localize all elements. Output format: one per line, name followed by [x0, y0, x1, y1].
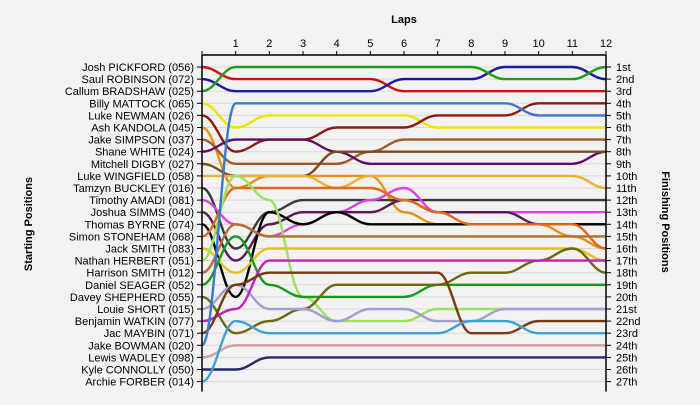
- finishing-position-label: 2nd: [616, 74, 634, 86]
- driver-labels: Josh PICKFORD (056)Saul ROBINSON (072)Ca…: [65, 62, 194, 389]
- driver-label: Davey SHEPHERD (055): [70, 292, 194, 304]
- series-line: [201, 102, 606, 129]
- finishing-position-label: 4th: [616, 98, 631, 110]
- finishing-position-label: 10th: [616, 171, 637, 183]
- lap-tick-label: 7: [435, 38, 441, 50]
- series-line: [201, 65, 606, 93]
- driver-label: Saul ROBINSON (072): [82, 74, 194, 86]
- y-axis-title-left: Starting Positions: [23, 177, 35, 271]
- series-line: [201, 186, 607, 250]
- driver-label: Luke NEWMAN (026): [88, 110, 194, 122]
- series-line: [201, 223, 606, 274]
- x-axis-title: Laps: [391, 14, 417, 26]
- finishing-position-label: 25th: [616, 352, 637, 364]
- driver-label: Jac MAYBIN (071): [104, 328, 194, 340]
- finishing-position-label: 20th: [616, 292, 637, 304]
- finishing-position-label: 18th: [616, 268, 637, 280]
- driver-label: Daniel SEAGER (052): [85, 280, 194, 292]
- lap-tick-label: 2: [266, 38, 272, 50]
- driver-label: Lewis WADLEY (098): [88, 352, 194, 364]
- lap-tick-labels: 1 2 3 4 5 6 7 8 9 10 11 12: [233, 38, 613, 50]
- driver-label: Mitchell DIGBY (027): [91, 159, 194, 171]
- driver-label: Luke WINGFIELD (058): [77, 171, 194, 183]
- series-line: [202, 174, 607, 190]
- lap-tick-label: 12: [600, 38, 612, 50]
- finishing-position-label: 7th: [616, 135, 631, 147]
- axes: [197, 51, 611, 392]
- series-line: [201, 344, 606, 359]
- finishing-position-label: 3rd: [616, 86, 632, 98]
- finishing-position-label: 9th: [616, 159, 631, 171]
- finishing-position-labels: 1st2nd3rd4th5th6th7th8th9th10th11th12th1…: [616, 62, 640, 389]
- driver-label: Tamzyn BUCKLEY (016): [73, 183, 194, 195]
- driver-label: Louie SHORT (015): [97, 304, 194, 316]
- finishing-position-label: 16th: [616, 244, 637, 256]
- driver-label: Jake BOWMAN (020): [88, 340, 194, 352]
- series-line: [201, 283, 606, 323]
- finishing-position-label: 14th: [616, 219, 637, 231]
- finishing-position-label: 22nd: [616, 316, 640, 328]
- finishing-position-label: 13th: [616, 207, 637, 219]
- finishing-position-label: 26th: [616, 365, 637, 377]
- driver-label: Joshua SIMMS (040): [91, 207, 194, 219]
- driver-label: Simon STONEHAM (068): [69, 231, 194, 243]
- lap-tick-label: 5: [367, 38, 373, 50]
- driver-label: Archie FORBER (014): [85, 377, 194, 389]
- finishing-position-label: 5th: [616, 110, 631, 122]
- y-axis-title-right: Finishing Positions: [659, 171, 671, 272]
- finishing-position-label: 17th: [616, 256, 637, 268]
- driver-label: Benjamin WATKIN (077): [75, 316, 194, 328]
- finishing-position-label: 27th: [616, 377, 637, 389]
- lap-tick-label: 4: [334, 38, 340, 50]
- lap-tick-label: 11: [567, 38, 578, 50]
- driver-label: Harrison SMITH (012): [86, 268, 194, 280]
- lap-tick-label: 6: [401, 38, 407, 50]
- series-line: [200, 102, 606, 347]
- driver-label: Kyle CONNOLLY (050): [81, 365, 194, 377]
- series-line: [201, 138, 607, 165]
- driver-label: Timothy AMADI (081): [89, 195, 194, 207]
- series-line: [201, 259, 606, 323]
- series-line: [201, 235, 606, 299]
- finishing-position-label: 6th: [616, 123, 631, 135]
- driver-label: Callum BRADSHAW (025): [65, 86, 194, 98]
- driver-label: Ash KANDOLA (045): [91, 123, 194, 135]
- driver-label: Billy MATTOCK (065): [89, 98, 194, 110]
- series-line: [201, 138, 606, 165]
- lap-tick-label: 10: [533, 38, 545, 50]
- finishing-position-label: 11th: [616, 183, 637, 195]
- lap-tick-label: 1: [233, 38, 239, 50]
- finishing-position-label: 19th: [616, 280, 637, 292]
- series-line: [201, 247, 607, 274]
- driver-label: Josh PICKFORD (056): [82, 62, 194, 74]
- finishing-position-label: 15th: [616, 231, 637, 243]
- finishing-position-label: 23rd: [616, 328, 638, 340]
- lap-tick-label: 9: [502, 38, 508, 50]
- lap-tick-label: 3: [300, 38, 306, 50]
- finishing-position-label: 21st: [616, 304, 637, 316]
- series-line: [201, 319, 606, 383]
- driver-label: Nathan HERBERT (051): [75, 256, 194, 268]
- lap-tick-label: 8: [468, 38, 474, 50]
- series-line: [202, 356, 606, 371]
- finishing-position-label: 24th: [616, 340, 637, 352]
- series-layer: [200, 65, 607, 383]
- driver-label: Jack SMITH (083): [105, 244, 194, 256]
- driver-label: Jake SIMPSON (037): [88, 135, 194, 147]
- driver-label: Thomas BYRNE (074): [85, 219, 194, 231]
- finishing-position-label: 12th: [616, 195, 637, 207]
- finishing-position-label: 1st: [616, 62, 631, 74]
- series-line: [201, 65, 607, 93]
- driver-label: Shane WHITE (024): [95, 147, 194, 159]
- series-line: [201, 271, 606, 335]
- finishing-position-label: 8th: [616, 147, 631, 159]
- series-line: [201, 65, 607, 93]
